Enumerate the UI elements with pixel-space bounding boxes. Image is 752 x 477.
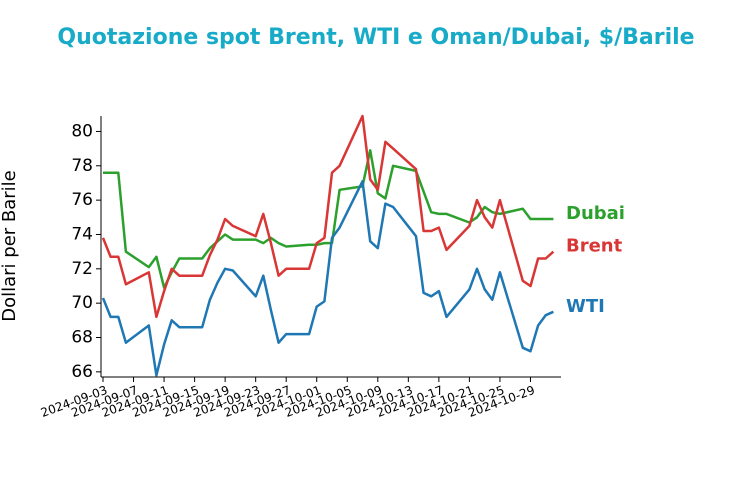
series-line <box>101 114 555 319</box>
y-tick-label: 80 <box>71 121 93 141</box>
series-label: Dubai <box>566 203 625 224</box>
chart-title: Quotazione spot Brent, WTI e Oman/Dubai,… <box>57 25 694 50</box>
y-tick-label: 68 <box>71 328 93 348</box>
y-tick-label: 74 <box>71 224 93 244</box>
y-tick-label: 72 <box>71 259 93 279</box>
y-tick-label: 70 <box>71 293 93 313</box>
y-tick-label: 76 <box>71 190 93 210</box>
series-line <box>101 180 554 377</box>
series-label: Brent <box>566 236 623 257</box>
series-label: WTI <box>566 296 605 317</box>
y-axis-label: Dollari per Barile <box>0 170 20 322</box>
y-tick-label: 78 <box>71 156 93 176</box>
y-tick-label: 66 <box>71 362 93 382</box>
